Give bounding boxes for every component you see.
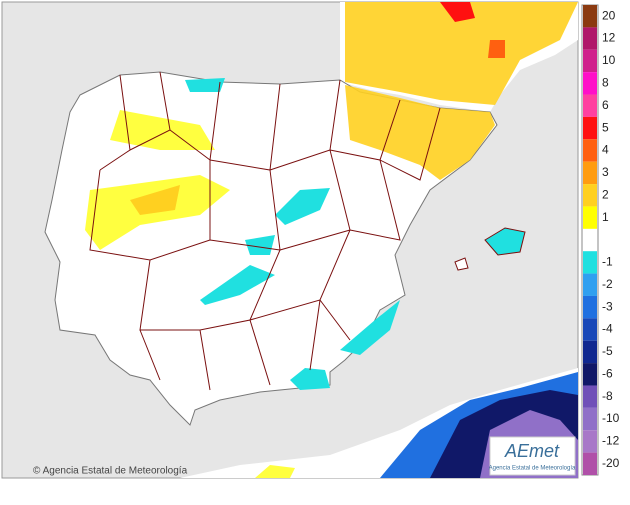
legend-swatch bbox=[583, 161, 597, 185]
legend-swatch bbox=[583, 251, 597, 274]
legend-swatch bbox=[583, 116, 597, 140]
legend-label: -1 bbox=[602, 255, 613, 269]
cold-area bbox=[185, 78, 225, 92]
legend-label: -3 bbox=[602, 299, 613, 313]
legend-label: 4 bbox=[602, 143, 609, 157]
legend-swatch bbox=[583, 5, 597, 28]
legend-swatch bbox=[583, 407, 597, 431]
legend-label: 3 bbox=[602, 165, 609, 179]
legend-swatch bbox=[583, 363, 597, 386]
legend-label: 1 bbox=[602, 210, 609, 224]
logo-box bbox=[489, 436, 576, 476]
legend-swatch bbox=[583, 430, 597, 453]
province-borders bbox=[89, 71, 441, 391]
legend-swatch bbox=[583, 452, 597, 475]
legend-swatch bbox=[583, 27, 597, 50]
legend-label: -5 bbox=[602, 344, 613, 358]
legend-label: 10 bbox=[602, 53, 616, 67]
warm-area bbox=[345, 85, 495, 180]
legend-label: -8 bbox=[602, 389, 613, 403]
legend-swatch bbox=[583, 94, 597, 117]
legend-swatch bbox=[583, 206, 597, 229]
legend-label: -20 bbox=[602, 456, 620, 470]
legend-label: -4 bbox=[602, 322, 613, 336]
legend-label: 12 bbox=[602, 31, 616, 45]
legend-label: -10 bbox=[602, 411, 620, 425]
cold-area bbox=[275, 188, 330, 225]
legend-label: 8 bbox=[602, 76, 609, 90]
copyright: © Agencia Estatal de Meteorología bbox=[33, 466, 188, 477]
cold-area bbox=[290, 368, 330, 390]
island bbox=[484, 227, 526, 256]
legend-swatch bbox=[583, 139, 597, 162]
warm-area bbox=[345, 2, 578, 105]
warm-area bbox=[255, 465, 295, 478]
legend-swatch bbox=[583, 184, 597, 207]
legend-label: 5 bbox=[602, 120, 609, 134]
warm-area bbox=[488, 40, 505, 58]
legend-label: 6 bbox=[602, 98, 609, 112]
legend-swatch bbox=[583, 318, 597, 341]
legend-label: -6 bbox=[602, 366, 613, 380]
logo-subtitle: Agencia Estatal de Meteorología bbox=[489, 466, 576, 472]
legend-label: 20 bbox=[602, 8, 616, 22]
legend-swatch bbox=[583, 273, 597, 296]
logo-name: AEmet bbox=[504, 441, 560, 461]
warm-area bbox=[130, 185, 180, 215]
legend-label: 2 bbox=[602, 187, 609, 201]
legend-swatch bbox=[583, 340, 597, 364]
legend-swatch bbox=[583, 385, 597, 408]
legend: 20 12 10 8 6 5 4 3 2 1 -1 -2 -3 -4 -5 -6 -8 -10 -12 -20 bbox=[583, 5, 620, 475]
cold-area bbox=[200, 265, 275, 305]
legend-swatch bbox=[583, 49, 597, 73]
legend-swatch bbox=[583, 72, 597, 95]
warm-area bbox=[110, 110, 215, 150]
legend-label: -2 bbox=[602, 277, 613, 291]
legend-swatch bbox=[583, 295, 597, 319]
cold-area bbox=[245, 235, 275, 255]
cold-area bbox=[340, 300, 400, 355]
legend-label: -12 bbox=[602, 434, 620, 448]
island bbox=[454, 257, 469, 271]
warm-area bbox=[440, 2, 475, 22]
